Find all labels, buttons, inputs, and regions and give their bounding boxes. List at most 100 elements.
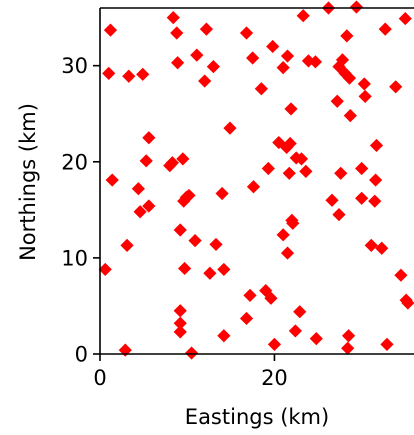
data-point <box>206 60 220 74</box>
data-point <box>173 304 187 318</box>
y-axis-label: Northings (km) <box>16 103 40 261</box>
data-point <box>369 138 384 153</box>
data-point <box>394 268 408 282</box>
data-point <box>355 191 369 205</box>
data-point <box>142 131 156 145</box>
y-tick-label: 30 <box>61 54 88 78</box>
data-point <box>288 324 302 338</box>
data-point <box>398 11 412 26</box>
y-tick-label: 0 <box>75 343 88 367</box>
axes: 0 10 20 30 0 20 <box>61 7 414 390</box>
data-point <box>165 156 179 170</box>
data-point <box>357 77 371 91</box>
data-point <box>102 66 116 80</box>
data-point <box>133 205 147 219</box>
data-point <box>190 48 204 62</box>
data-point <box>401 296 414 310</box>
data-point <box>122 69 136 83</box>
data-point <box>136 67 150 81</box>
data-point <box>286 216 300 230</box>
data-point <box>179 190 193 204</box>
data-point <box>282 166 296 180</box>
data-point <box>334 166 348 180</box>
data-point <box>184 346 199 360</box>
data-point <box>276 60 290 75</box>
data-point <box>173 223 187 237</box>
data-point <box>209 237 223 252</box>
data-point <box>375 241 389 255</box>
data-point <box>355 161 369 176</box>
data-point <box>342 71 357 85</box>
data-point <box>299 164 313 178</box>
data-point <box>308 55 323 69</box>
data-point <box>203 266 217 280</box>
data-point <box>118 343 132 357</box>
data-point <box>131 182 145 196</box>
data-point <box>296 9 310 23</box>
plot-area <box>98 0 414 360</box>
data-point <box>223 121 237 135</box>
data-point <box>261 161 275 176</box>
data-point <box>341 329 356 343</box>
data-point <box>276 228 290 242</box>
data-point <box>176 152 190 166</box>
data-point <box>280 246 295 260</box>
data-point <box>369 173 383 187</box>
data-point <box>368 194 382 208</box>
data-point <box>105 173 119 187</box>
data-point <box>264 291 278 305</box>
data-point <box>284 102 298 116</box>
data-point <box>294 152 309 166</box>
data-point <box>239 311 254 326</box>
x-axis-label: Eastings (km) <box>185 405 329 429</box>
data-point <box>325 193 339 207</box>
data-point <box>349 0 364 14</box>
data-point <box>378 22 392 36</box>
data-point <box>254 82 268 96</box>
data-point <box>341 341 355 355</box>
x-tick-label: 0 <box>93 366 106 390</box>
data-point <box>266 39 280 54</box>
y-tick-label: 20 <box>61 150 88 174</box>
data-point <box>332 208 346 222</box>
data-point <box>98 262 112 277</box>
data-point <box>166 11 180 25</box>
data-point <box>215 186 229 201</box>
data-point <box>246 180 261 194</box>
data-point <box>335 53 350 67</box>
data-point <box>340 29 354 43</box>
data-point <box>199 22 214 36</box>
data-point <box>239 26 254 40</box>
data-point <box>139 154 153 168</box>
data-point <box>171 56 185 70</box>
data-point <box>173 316 187 330</box>
data-point <box>243 288 257 302</box>
data-point <box>309 332 323 346</box>
data-point <box>267 337 282 351</box>
data-point <box>173 325 187 339</box>
data-point <box>293 305 307 319</box>
data-point <box>330 94 344 108</box>
data-point <box>217 262 231 277</box>
x-tick-label: 20 <box>261 366 288 390</box>
data-point <box>120 238 134 252</box>
data-point <box>380 337 394 351</box>
data-point <box>358 89 372 104</box>
data-point <box>272 135 286 150</box>
y-tick-label: 10 <box>61 246 88 270</box>
data-point <box>283 136 297 151</box>
data-point <box>364 238 378 252</box>
data-point <box>103 23 118 37</box>
data-point <box>246 51 260 65</box>
data-point <box>142 199 156 213</box>
data-point <box>170 26 184 40</box>
data-point <box>198 74 212 88</box>
data-point <box>188 233 202 248</box>
data-point <box>178 261 192 276</box>
data-point <box>280 49 295 63</box>
data-point <box>280 140 294 154</box>
data-point <box>217 329 231 343</box>
data-point <box>338 66 352 80</box>
data-point <box>343 109 357 123</box>
